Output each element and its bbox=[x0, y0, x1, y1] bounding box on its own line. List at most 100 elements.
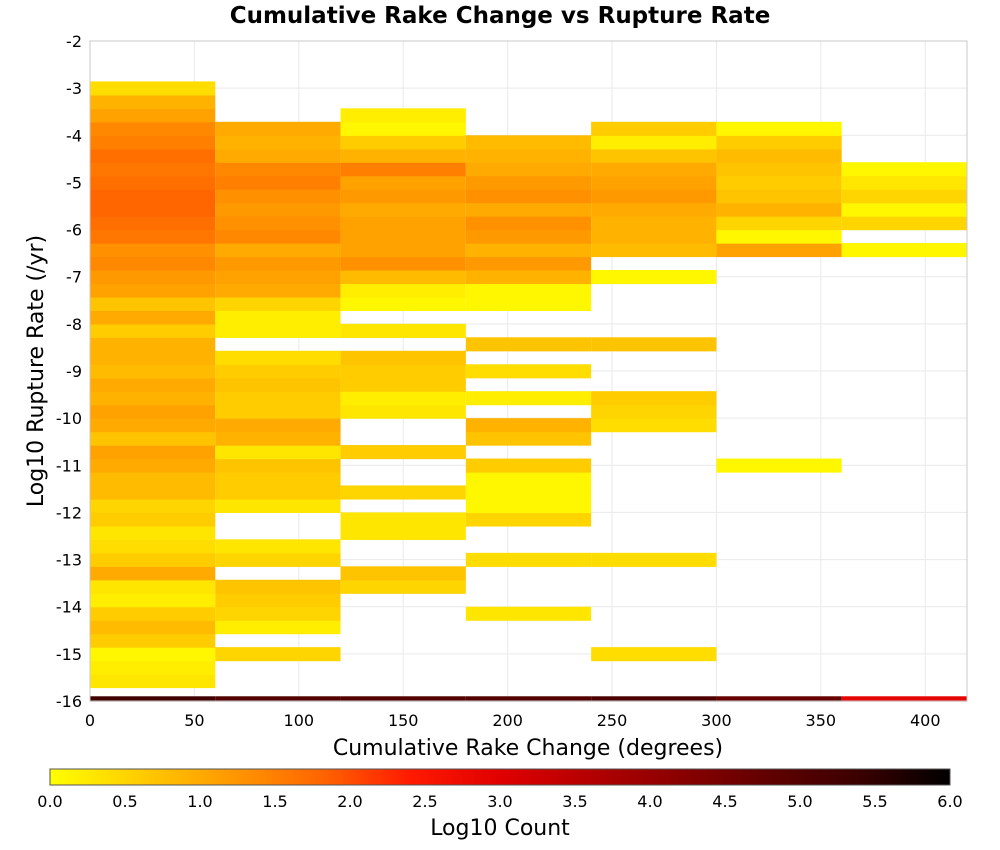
heatmap-cell bbox=[716, 148, 842, 163]
heatmap-cell bbox=[90, 431, 216, 446]
heatmap-cell bbox=[340, 404, 466, 419]
heatmap-cell bbox=[340, 121, 466, 136]
heatmap-cell bbox=[465, 162, 592, 177]
heatmap-cell bbox=[716, 243, 842, 258]
y-axis-label: Log10 Rupture Rate (/yr) bbox=[24, 235, 49, 507]
colorbar-tick-label: 1.0 bbox=[187, 792, 212, 811]
heatmap-cell bbox=[90, 269, 216, 285]
colorbar-tick-label: 4.0 bbox=[637, 792, 662, 811]
y-tick-label: -13 bbox=[56, 551, 82, 570]
heatmap-cell bbox=[90, 485, 216, 500]
heatmap-cell bbox=[90, 539, 216, 554]
heatmap-cell bbox=[90, 323, 216, 338]
heatmap-cell bbox=[215, 243, 341, 258]
heatmap-cell bbox=[215, 552, 341, 567]
heatmap-cell bbox=[215, 579, 341, 594]
heatmap-cell bbox=[591, 552, 717, 567]
heatmap-cell bbox=[340, 108, 466, 123]
heatmap-cell bbox=[591, 404, 717, 419]
colorbar-tick-label: 3.0 bbox=[487, 792, 512, 811]
heatmap-cell bbox=[215, 593, 341, 608]
heatmap-cell bbox=[465, 202, 592, 217]
colorbar-tick-labels: 0.0 0.5 1.0 1.5 2.0 2.5 3.0 3.5 4.0 4.5 5.0 5.5 6.0 bbox=[37, 792, 962, 811]
colorbar bbox=[49, 768, 951, 786]
heatmap-cell bbox=[340, 243, 466, 258]
heatmap-cell bbox=[90, 579, 216, 594]
heatmap-cell bbox=[90, 256, 216, 271]
heatmap-cell bbox=[90, 337, 216, 352]
heatmap-cell bbox=[90, 310, 216, 325]
heatmap-cells bbox=[90, 81, 967, 702]
heatmap-cell bbox=[215, 606, 341, 621]
heatmap-cell bbox=[716, 229, 842, 244]
heatmap-cell bbox=[716, 162, 842, 177]
heatmap-cell bbox=[215, 148, 341, 163]
heatmap-cell bbox=[90, 404, 216, 419]
heatmap-cell bbox=[716, 696, 842, 702]
x-tick-labels: 0 50 100 150 200 250 300 350 400 bbox=[85, 711, 941, 730]
chart-title: Cumulative Rake Change vs Rupture Rate bbox=[230, 3, 771, 29]
heatmap-cell bbox=[340, 189, 466, 204]
heatmap-cell bbox=[215, 323, 341, 338]
heatmap-cell bbox=[90, 202, 216, 217]
heatmap-cell bbox=[215, 377, 341, 392]
y-tick-label: -7 bbox=[66, 268, 82, 287]
heatmap-cell bbox=[340, 696, 466, 702]
y-tick-label: -9 bbox=[66, 362, 82, 381]
y-tick-label: -3 bbox=[66, 79, 82, 98]
x-tick-label: 350 bbox=[806, 711, 837, 730]
y-tick-label: -11 bbox=[56, 456, 82, 475]
heatmap-cell bbox=[215, 458, 341, 473]
heatmap-cell bbox=[841, 202, 967, 217]
heatmap-cell bbox=[340, 216, 466, 231]
heatmap-cell bbox=[591, 647, 717, 662]
heatmap-cell bbox=[215, 135, 341, 150]
heatmap-cell bbox=[591, 189, 717, 204]
heatmap-cell bbox=[591, 175, 717, 190]
colorbar-tick-label: 0.0 bbox=[37, 792, 62, 811]
heatmap-cell bbox=[215, 296, 341, 311]
heatmap-cell bbox=[90, 175, 216, 190]
heatmap-cell bbox=[215, 485, 341, 500]
y-tick-label: -4 bbox=[66, 126, 82, 145]
heatmap-cell bbox=[90, 552, 216, 567]
heatmap-cell bbox=[90, 135, 216, 150]
x-tick-label: 50 bbox=[184, 711, 204, 730]
heatmap-cell bbox=[841, 162, 967, 177]
y-tick-label: -14 bbox=[56, 598, 82, 617]
heatmap-cell bbox=[841, 175, 967, 190]
heatmap-cell bbox=[340, 512, 466, 527]
heatmap-cell bbox=[90, 296, 216, 311]
heatmap-cell bbox=[465, 256, 592, 271]
heatmap-cell bbox=[215, 404, 341, 419]
heatmap-cell bbox=[90, 418, 216, 433]
heatmap-cell bbox=[465, 418, 592, 433]
colorbar-tick-label: 4.5 bbox=[712, 792, 737, 811]
colorbar-tick-label: 3.5 bbox=[562, 792, 587, 811]
heatmap-cell bbox=[591, 696, 717, 702]
heatmap-cell bbox=[90, 162, 216, 177]
x-tick-label: 400 bbox=[910, 711, 941, 730]
heatmap-cell bbox=[90, 498, 216, 514]
heatmap-cell bbox=[716, 121, 842, 136]
heatmap-cell bbox=[340, 148, 466, 163]
heatmap-cell bbox=[716, 189, 842, 204]
heatmap-cell bbox=[340, 566, 466, 581]
heatmap-cell bbox=[90, 458, 216, 473]
heatmap-cell bbox=[90, 364, 216, 379]
heatmap-cell bbox=[465, 485, 592, 500]
heatmap-cell bbox=[465, 498, 592, 514]
x-tick-label: 150 bbox=[388, 711, 419, 730]
heatmap-cell bbox=[465, 243, 592, 258]
heatmap-cell bbox=[716, 175, 842, 190]
heatmap-cell bbox=[215, 696, 341, 702]
heatmap-cell bbox=[340, 229, 466, 244]
heatmap-cell bbox=[90, 633, 216, 648]
heatmap-cell bbox=[465, 283, 592, 298]
heatmap-cell bbox=[716, 202, 842, 217]
heatmap-cell bbox=[215, 256, 341, 271]
heatmap-cell bbox=[465, 189, 592, 204]
heatmap-cell bbox=[465, 512, 592, 527]
heatmap-cell bbox=[90, 606, 216, 621]
heatmap-cell bbox=[90, 566, 216, 581]
